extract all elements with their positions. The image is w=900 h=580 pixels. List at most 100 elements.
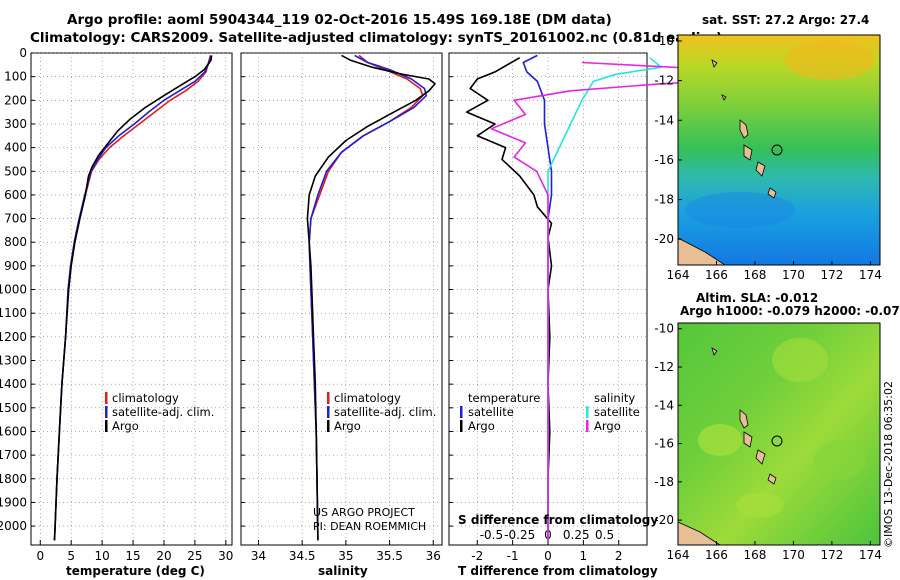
sla-map-ytick-label: -14: [654, 398, 674, 412]
legend-swatch-argo: [327, 420, 330, 432]
depth-tick-label: 2000: [0, 519, 27, 533]
sst-map-ytick-label: -10: [654, 34, 674, 48]
legend-swatch-climatology: [105, 392, 108, 404]
salinity-series-satellite-adj-clim-: [308, 54, 428, 541]
sla-map-frame: [677, 322, 881, 546]
sla-map-title-line1: Altim. SLA: -0.012: [696, 291, 818, 305]
imos-stamp: ©IMOS 13-Dec-2018 06:35:02: [882, 381, 895, 548]
difference-xtick-label: -1: [507, 549, 519, 563]
depth-tick-label: 100: [4, 70, 27, 84]
sst-map-xtick-label: 166: [705, 268, 728, 282]
sst-map-title: sat. SST: 27.2 Argo: 27.4: [702, 13, 869, 27]
depth-tick-label: 1200: [0, 330, 27, 344]
salinity-panel-frame: [240, 52, 443, 546]
salinity-legend: climatology satellite-adj. clim. Argo: [327, 391, 436, 433]
salinity-xtick-label: 34.5: [289, 549, 316, 563]
depth-tick-label: 1700: [0, 448, 27, 462]
grid-layer: [31, 52, 647, 545]
legend-title-temperature: temperature: [468, 391, 540, 405]
sla-map-xtick-label: 170: [782, 548, 805, 562]
sst-warm-patch: [785, 40, 875, 80]
salinity-xtick-label: 34: [251, 549, 266, 563]
difference-xtick-label: 1: [580, 549, 588, 563]
difference-xtick-label: -2: [471, 549, 483, 563]
difference-s-tick-label: -0.5: [480, 528, 503, 542]
salinity-xtick-label: 35.5: [376, 549, 403, 563]
sla-map-ytick-label: -20: [654, 513, 674, 527]
legend-swatch-s-argo: [586, 420, 589, 432]
series-layer: [53, 54, 832, 541]
depth-tick-label: 1000: [0, 283, 27, 297]
map-ticks: 164 166 168 170 172 174 -10 -12 -14 -16 -18 -20 164 1…: [654, 34, 881, 562]
legend-label-argo: Argo: [334, 419, 361, 433]
sla-patch: [814, 440, 866, 480]
depth-tick-label: 1500: [0, 401, 27, 415]
depth-tick-label: 800: [4, 235, 27, 249]
depth-tick-label: 0: [19, 46, 27, 60]
temperature-series-argo: [53, 55, 213, 541]
legend-swatch-t-argo: [460, 420, 463, 432]
sla-map: [677, 322, 881, 546]
vanuatu-islands: [711, 347, 777, 485]
depth-tick-label: 1800: [0, 472, 27, 486]
depth-tick-label: 1300: [0, 354, 27, 368]
sst-map-frame: [677, 34, 881, 266]
figure-title-line1: Argo profile: aoml 5904344_119 02-Oct-20…: [67, 12, 612, 28]
legend-label-t-argo: Argo: [468, 419, 495, 433]
legend-label-satellite: satellite-adj. clim.: [334, 405, 436, 419]
sla-map-ytick-label: -10: [654, 322, 674, 336]
vanuatu-islands: [711, 59, 777, 199]
sst-map-xtick-label: 174: [859, 268, 882, 282]
sst-map-ytick-label: -14: [654, 113, 674, 127]
legend-label-argo: Argo: [112, 419, 139, 433]
sla-map-xtick-label: 168: [743, 548, 766, 562]
salinity-xtick-label: 36: [426, 549, 441, 563]
temperature-xtick-label: 15: [125, 549, 140, 563]
sst-cool-patch: [685, 192, 795, 228]
figure-title-line2: Climatology: CARS2009. Satellite-adjuste…: [30, 30, 722, 46]
depth-tick-label: 1400: [0, 377, 27, 391]
float-position-marker: [771, 144, 783, 156]
legend-title-salinity: salinity: [594, 391, 635, 405]
difference-series-s-satellite: [547, 57, 662, 541]
legend-swatch-s-satellite: [586, 406, 589, 418]
sla-map-xtick-label: 172: [820, 548, 843, 562]
salinity-xlabel: salinity: [318, 564, 368, 578]
sst-map-ytick-label: -16: [654, 153, 674, 167]
difference-s-tick-label: 0.25: [563, 528, 590, 542]
salinity-series-argo: [306, 54, 436, 541]
depth-tick-label: 700: [4, 212, 27, 226]
sla-map-ytick-label: -12: [654, 360, 674, 374]
sla-patch: [772, 338, 828, 382]
temperature-xtick-label: 20: [156, 549, 171, 563]
difference-xtick-label: 0: [544, 549, 552, 563]
legend-label-t-satellite: satellite: [468, 405, 514, 419]
legend-swatch-satellite: [327, 406, 330, 418]
temperature-xtick-label: 25: [187, 549, 202, 563]
float-position-marker: [771, 435, 783, 447]
salinity-xtick-label: 35: [338, 549, 353, 563]
axes-layer: 0100200300400500600700800900100011001200…: [0, 46, 623, 563]
depth-tick-label: 200: [4, 93, 27, 107]
depth-tick-label: 500: [4, 164, 27, 178]
temperature-xtick-label: 30: [218, 549, 233, 563]
sla-map-title-line2: Argo h1000: -0.079 h2000: -0.072: [680, 304, 900, 318]
sst-map-xtick-label: 170: [782, 268, 805, 282]
sst-map-xtick-label: 172: [820, 268, 843, 282]
difference-s-tick-label: -0.25: [504, 528, 535, 542]
temperature-xtick-label: 0: [36, 549, 44, 563]
sst-map-xtick-label: 164: [667, 268, 690, 282]
depth-tick-label: 600: [4, 188, 27, 202]
legend-label-satellite: satellite-adj. clim.: [112, 405, 214, 419]
project-credit: US ARGO PROJECT: [313, 506, 415, 519]
legend-swatch-satellite: [105, 406, 108, 418]
pi-credit: PI: DEAN ROEMMICH: [313, 520, 426, 533]
legend-label-climatology: climatology: [112, 391, 179, 405]
depth-tick-label: 900: [4, 259, 27, 273]
legend-swatch-t-satellite: [460, 406, 463, 418]
sla-map-ytick-label: -16: [654, 437, 674, 451]
depth-tick-label: 300: [4, 117, 27, 131]
temperature-xtick-label: 10: [94, 549, 109, 563]
depth-tick-label: 1900: [0, 495, 27, 509]
